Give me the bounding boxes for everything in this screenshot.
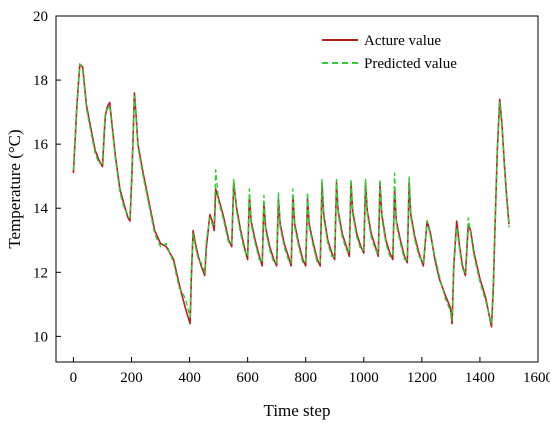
series-layer xyxy=(72,63,510,328)
x-tick-label: 400 xyxy=(178,370,201,386)
legend-label-acture-value: Acture value xyxy=(364,33,441,49)
x-tick-label: 1600 xyxy=(523,370,550,386)
y-tick-label: 14 xyxy=(33,201,49,217)
y-tick-label: 12 xyxy=(33,265,48,281)
x-tick-label: 1400 xyxy=(465,370,495,386)
x-tick-label: 1000 xyxy=(349,370,379,386)
x-tick-label: 600 xyxy=(236,370,259,386)
x-tick-label: 200 xyxy=(120,370,143,386)
x-tick-label: 0 xyxy=(70,370,78,386)
y-tick-label: 16 xyxy=(33,137,49,153)
series-line-predicted-value xyxy=(72,63,510,325)
x-axis-title: Time step xyxy=(264,401,331,420)
y-tick-label: 18 xyxy=(33,73,48,89)
x-tick-label: 1200 xyxy=(407,370,437,386)
legend-label-predicted-value: Predicted value xyxy=(364,56,457,72)
plot-frame xyxy=(55,15,539,363)
x-axis-ticks: 0 200 400 600 800 1000 1200 1400 1600 xyxy=(70,357,550,386)
x-tick-label: 800 xyxy=(294,370,317,386)
y-tick-label: 10 xyxy=(33,329,48,345)
y-tick-label: 20 xyxy=(33,9,48,25)
y-axis-ticks: 10 12 14 16 18 20 xyxy=(33,9,61,345)
legend: Acture value Predicted value xyxy=(322,33,457,72)
series-line-acture-value xyxy=(72,63,510,328)
y-axis-title: Temperature (°C) xyxy=(5,129,24,248)
